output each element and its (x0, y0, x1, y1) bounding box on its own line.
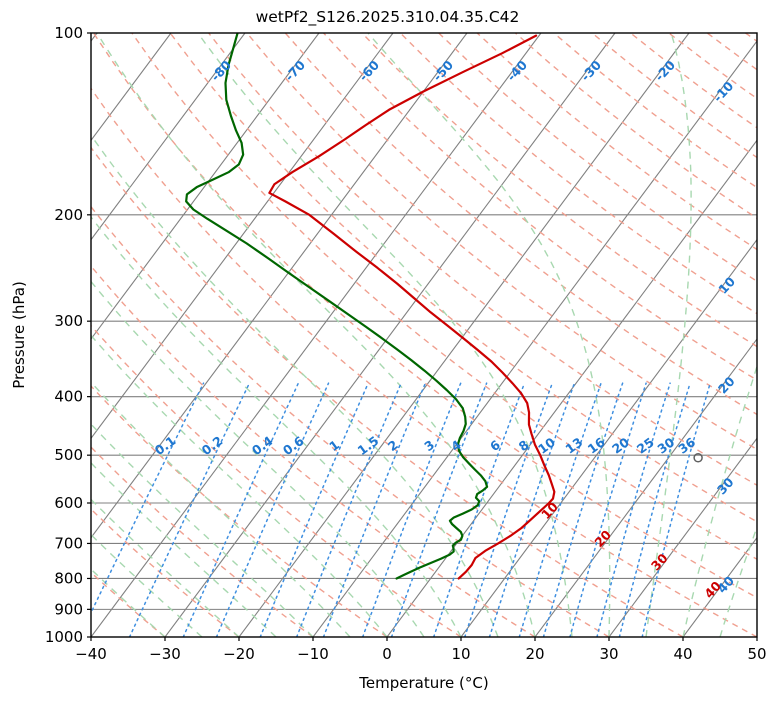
lcl-marker (693, 453, 703, 463)
moist-adiabat-line (197, 33, 573, 637)
x-axis-tick-label: 10 (451, 645, 470, 663)
isotherm-line (91, 33, 394, 440)
mixing-ratio-line (464, 382, 554, 637)
moist-adiabat-line (645, 33, 692, 637)
x-axis-tick-label: 0 (382, 645, 392, 663)
x-axis-tick-label: 50 (747, 645, 766, 663)
dry-adiabat-line (438, 33, 757, 283)
temperature-profile (268, 34, 556, 580)
isotherm-line (608, 437, 757, 637)
moist-adiabat-line (682, 364, 757, 637)
dry-adiabat-line (399, 33, 757, 315)
mixing-ratio-line (215, 382, 330, 637)
moist-adiabat-line (91, 215, 462, 637)
y-axis-tick-label: 200 (54, 206, 83, 224)
dewpoint-profile (185, 33, 489, 580)
mixing-ratio-line (542, 382, 624, 637)
isotherm-line (312, 40, 757, 637)
y-axis-tick-label: 100 (54, 24, 83, 42)
moist-adiabat-line (91, 334, 388, 637)
dry-adiabat-line (208, 33, 757, 487)
moist-adiabat-line (91, 381, 351, 637)
moist-adiabat-line (367, 33, 611, 637)
dry-adiabat-line (91, 265, 536, 637)
dry-adiabat-line (361, 33, 757, 348)
mixing-ratio-line (518, 382, 602, 637)
x-axis-tick-label: −20 (223, 645, 255, 663)
profile-curves-layer (185, 33, 556, 580)
isotherm-line (91, 33, 246, 241)
mixing-ratio-line (361, 382, 462, 637)
y-axis-title: Pressure (hPa) (10, 281, 28, 389)
moist-adiabat-line (91, 280, 425, 637)
grid-layer (91, 33, 757, 637)
y-axis-tick-label: 1000 (45, 628, 83, 646)
mixing-ratio-line (596, 382, 671, 637)
chart-title: wetPf2_S126.2025.310.04.35.C42 (255, 8, 520, 26)
dry-adiabat-line (91, 508, 240, 637)
mixing-ratio-line (91, 382, 205, 615)
x-axis-tick-label: 40 (673, 645, 692, 663)
x-axis-tick-label: 30 (599, 645, 618, 663)
moist-adiabat-line (756, 635, 757, 637)
mixing-ratio-line (182, 382, 300, 637)
mixing-ratio-line (432, 382, 526, 637)
y-axis-tick-label: 600 (54, 494, 83, 512)
dry-adiabat-line (131, 33, 757, 561)
plot-frame (90, 32, 758, 638)
dry-adiabat-line (91, 146, 684, 637)
mixing-ratio-line (569, 382, 647, 637)
isotherm-line (534, 338, 757, 637)
moist-adiabat-line (96, 33, 536, 637)
isotherm-line (164, 33, 616, 637)
mixing-ratio-line (618, 382, 691, 637)
y-axis-tick-label: 300 (54, 312, 83, 330)
dry-adiabat-line (323, 33, 757, 381)
dry-adiabat-line (91, 205, 610, 637)
mixing-ratio-line (128, 382, 251, 637)
mixing-ratio-line (295, 382, 402, 637)
markers-layer (693, 453, 703, 463)
dry-adiabat-line (284, 33, 757, 416)
y-axis-tick-label: 500 (54, 446, 83, 464)
moist-adiabat-line (719, 525, 757, 637)
y-axis-tick-label: 400 (54, 388, 83, 406)
y-axis-tick-label: 900 (54, 600, 83, 618)
isotherm-line (238, 33, 690, 637)
dry-adiabat-line (169, 33, 757, 523)
isotherm-line (91, 33, 172, 142)
dry-adiabat-line (91, 87, 757, 637)
dry-adiabat-line (92, 33, 757, 599)
isotherm-line (756, 636, 757, 637)
x-axis-tick-label: −40 (75, 645, 107, 663)
dry-adiabat-line (91, 446, 314, 637)
y-axis-tick-label: 800 (54, 569, 83, 587)
y-axis-tick-label: 700 (54, 534, 83, 552)
x-axis-tick-label: −10 (297, 645, 329, 663)
x-axis-title: Temperature (°C) (358, 674, 488, 692)
mixing-ratio-line (641, 382, 711, 637)
x-axis-tick-label: 20 (525, 645, 544, 663)
mixing-ratio-line (488, 382, 576, 637)
mixing-ratio-line (390, 382, 488, 637)
x-axis-tick-label: −30 (149, 645, 181, 663)
dry-adiabat-line (246, 33, 757, 451)
isotherm-line (91, 33, 320, 340)
moist-adiabat-line (91, 134, 499, 637)
mixing-ratio-line (322, 382, 427, 637)
mixing-ratio-line (259, 382, 369, 637)
